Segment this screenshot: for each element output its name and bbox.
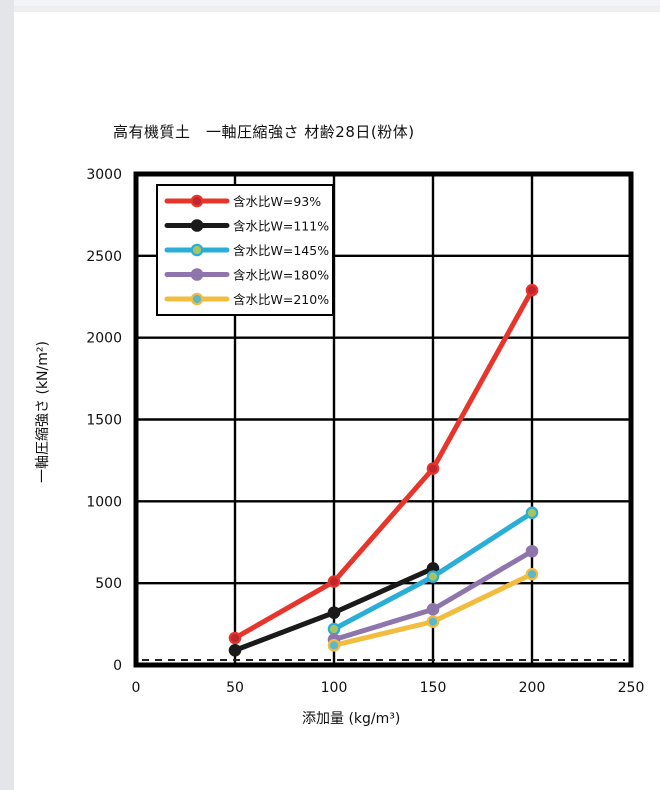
x-tick-label: 200 [519, 680, 546, 696]
data-point [426, 615, 440, 628]
x-tick-label: 150 [420, 680, 447, 696]
chart-title: 高有機質土 一軸圧縮強さ 材齢28日(粉体) [113, 123, 415, 141]
data-point [525, 544, 539, 558]
series-lines [228, 283, 539, 657]
plot-frame [133, 171, 634, 668]
legend-box [156, 184, 334, 316]
y-tick-label: 3000 [86, 167, 122, 183]
legend-marker [190, 268, 204, 281]
series-3 [327, 506, 539, 636]
legend: 含水比W=93% 含水比W=111% 含水比W=145% 含水比W=180% 含水比W=… [156, 184, 334, 316]
y-tick-label: 2500 [86, 249, 122, 265]
legend-entry: 含水比W=210% [164, 292, 329, 307]
series-5 [327, 567, 539, 652]
data-point [525, 283, 539, 297]
data-point [327, 575, 341, 588]
data-point [327, 622, 341, 636]
data-point [228, 631, 242, 645]
data-point [426, 462, 440, 475]
legend-label: 含水比W=93% [233, 194, 321, 209]
y-axis-label: 一軸圧縮強さ (kN/m²) [35, 341, 51, 483]
x-tick-label: 250 [618, 680, 645, 696]
series-line [232, 287, 535, 641]
legend-label: 含水比W=210% [233, 292, 329, 307]
y-tick-label: 500 [95, 576, 122, 592]
legend-entry: 含水比W=111% [164, 219, 329, 234]
data-point [426, 570, 440, 583]
legend-label: 含水比W=111% [233, 219, 329, 234]
data-point [228, 643, 242, 657]
legend-marker [190, 292, 204, 306]
x-tick-label: 0 [132, 680, 141, 696]
data-point [327, 639, 341, 652]
data-point [525, 567, 539, 581]
data-point [426, 603, 440, 616]
x-tick-label: 100 [321, 680, 348, 696]
legend-marker [190, 243, 204, 257]
y-tick-label: 1000 [86, 494, 122, 510]
legend-label: 含水比W=180% [233, 268, 329, 283]
legend-entry: 含水比W=93% [164, 194, 321, 209]
legend-label: 含水比W=145% [233, 243, 329, 258]
x-axis-label: 添加量 (kg/m³) [302, 711, 401, 727]
legend-entry: 含水比W=180% [164, 268, 329, 283]
legend-marker [190, 194, 204, 208]
data-point [525, 506, 539, 520]
y-tick-label: 0 [113, 658, 122, 674]
panel-top-edge [14, 6, 660, 12]
y-tick-label: 1500 [86, 413, 122, 429]
legend-marker [190, 219, 204, 232]
series-1 [228, 283, 539, 645]
left-margin-strip [0, 0, 14, 790]
legend-entry: 含水比W=145% [164, 243, 329, 258]
x-tick-label: 50 [226, 680, 244, 696]
data-point [327, 606, 341, 619]
y-tick-label: 2000 [86, 331, 122, 347]
